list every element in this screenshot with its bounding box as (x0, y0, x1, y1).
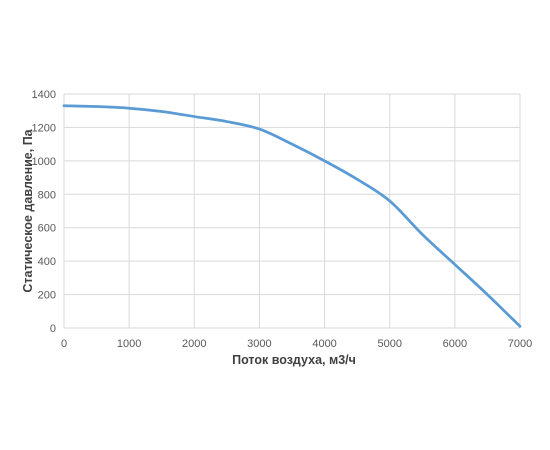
x-tick-label: 1000 (117, 338, 141, 350)
x-tick-label: 6000 (443, 338, 467, 350)
series-line (62, 104, 522, 328)
y-tick-label: 200 (38, 290, 56, 302)
y-tick-label: 1000 (32, 156, 56, 168)
x-tick-label: 7000 (508, 338, 532, 350)
y-tick-label: 600 (38, 223, 56, 235)
y-tick-label: 1400 (32, 89, 56, 101)
x-tick-label: 2000 (182, 338, 206, 350)
grid-lines (63, 93, 521, 329)
x-axis-ticks: 0 1000 2000 3000 4000 5000 6000 7000 (61, 338, 532, 350)
x-tick-label: 3000 (247, 338, 271, 350)
x-tick-label: 5000 (377, 338, 401, 350)
y-tick-label: 0 (50, 323, 56, 335)
x-tick-label: 4000 (312, 338, 336, 350)
y-tick-label: 400 (38, 256, 56, 268)
y-axis-ticks: 0 200 400 600 800 1000 1200 1400 (32, 89, 56, 335)
y-axis-title: Статическое давление, Па (21, 128, 35, 292)
x-tick-label: 0 (61, 338, 67, 350)
y-tick-label: 800 (38, 189, 56, 201)
x-axis-title: Поток воздуха, м3/ч (232, 353, 356, 367)
series-layer (62, 104, 522, 328)
y-tick-label: 1200 (32, 122, 56, 134)
